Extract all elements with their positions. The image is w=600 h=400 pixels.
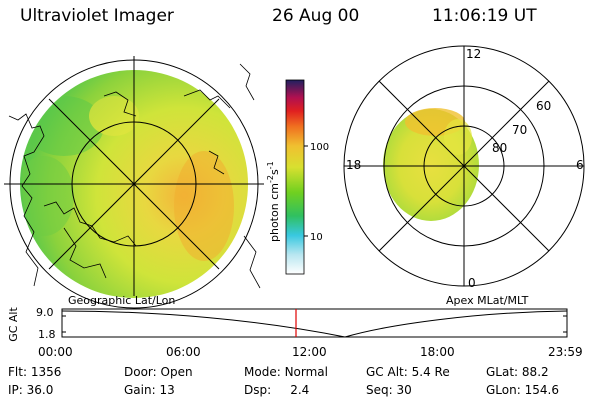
colorbar-tick-100: 100 (310, 142, 329, 153)
geo-caption: Geographic Lat/Lon (68, 294, 176, 307)
glat-field: GLat: 88.2 (486, 365, 549, 379)
timeline-ytick-bottom: 1.8 (38, 328, 56, 341)
auroral-oval (383, 108, 479, 221)
color-bar: 100 10 photon cm-2s-1 (266, 79, 329, 275)
apex-caption: Apex MLat/MLT (446, 294, 529, 307)
colorbar-unit: photon cm-2s-1 (266, 161, 281, 242)
altitude-curve (61, 310, 568, 338)
geographic-map (4, 56, 264, 309)
dsp-field: Dsp: 2.4 (244, 383, 310, 397)
altitude-timeline (61, 308, 568, 338)
mlt-label-0: 0 (468, 276, 476, 290)
mode-field: Mode: Normal (244, 365, 328, 379)
timeline-frame (61, 308, 568, 338)
instrument-title: Ultraviolet Imager (20, 6, 174, 26)
colorbar-tick-10: 10 (310, 232, 323, 243)
mlt-label-18: 18 (346, 158, 361, 172)
mlat-label-80: 80 (492, 141, 507, 155)
ip-field: IP: 36.0 (8, 383, 54, 397)
gain-field: Gain: 13 (124, 383, 175, 397)
geo-grid (4, 56, 264, 309)
timeline-xtick-1: 06:00 (166, 345, 201, 359)
timeline-xtick-2: 12:00 (292, 345, 327, 359)
date-label: 26 Aug 00 (272, 6, 360, 26)
seq-field: Seq: 30 (366, 383, 412, 397)
mlat-label-60: 60 (536, 99, 551, 113)
mlt-label-6: 6 (576, 158, 584, 172)
mlat-label-70: 70 (512, 123, 527, 137)
timeline-ytick-top: 9.0 (36, 306, 54, 319)
timeline-xtick-0: 00:00 (38, 345, 73, 359)
flt-field: Flt: 1356 (8, 365, 62, 379)
magnetic-map: 12 18 6 0 60 70 80 (343, 45, 585, 290)
time-label: 11:06:19 UT (432, 6, 537, 26)
mlat-grid (343, 45, 585, 287)
gcalt-field: GC Alt: 5.4 Re (366, 365, 450, 379)
timeline-xtick-4: 23:59 (548, 345, 583, 359)
timeline-ylabel: GC Alt (6, 307, 20, 342)
glon-field: GLon: 154.6 (486, 383, 559, 397)
timeline-xtick-3: 18:00 (420, 345, 455, 359)
mlt-label-12: 12 (466, 47, 481, 61)
door-field: Door: Open (124, 365, 193, 379)
